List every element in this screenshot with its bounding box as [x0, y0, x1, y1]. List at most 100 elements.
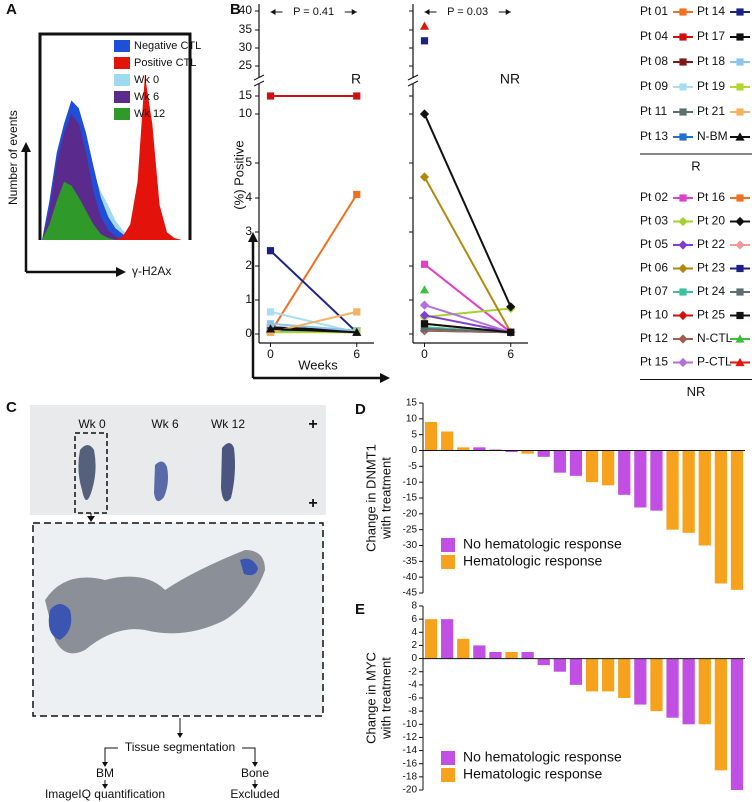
bar — [424, 422, 438, 451]
arrow-head — [102, 762, 258, 789]
bar — [618, 658, 631, 698]
legend-label: Pt 14 — [697, 4, 725, 18]
plot-frame — [38, 32, 192, 240]
marker — [420, 260, 429, 268]
bar — [505, 450, 518, 453]
y-tick-label: 1 — [245, 292, 252, 306]
bar — [666, 450, 679, 530]
y-tick-label: -10 — [403, 719, 418, 730]
y-tick-label: -14 — [403, 745, 418, 756]
marker — [420, 37, 429, 45]
series-line — [424, 307, 511, 318]
legend-label: Pt 08 — [640, 54, 668, 68]
legend-label: Pt 06 — [640, 261, 668, 275]
marker — [678, 334, 688, 344]
bar — [682, 658, 695, 725]
timepoint-label: Wk 12 — [211, 417, 245, 431]
marker — [735, 357, 745, 367]
y-tick-label: 40 — [239, 3, 253, 17]
y-tick-label: 10 — [239, 106, 253, 120]
legend-label: Pt 16 — [697, 190, 725, 204]
arrow — [104, 747, 256, 764]
bar — [424, 619, 438, 659]
bar — [602, 450, 615, 486]
y-tick-label: -20 — [403, 785, 418, 796]
legend-label: Pt 25 — [697, 308, 725, 322]
axis-break-gap — [255, 78, 263, 84]
legend-swatch — [441, 751, 455, 765]
histogram-area — [42, 75, 189, 240]
arrow-head — [87, 516, 95, 522]
branch-result: ImageIQ quantification — [45, 787, 165, 801]
legend-label: P-CTL — [697, 355, 732, 369]
bar — [650, 658, 663, 712]
marker — [679, 194, 687, 202]
bar — [714, 658, 727, 771]
y-tick-label: -5 — [408, 461, 417, 472]
legend-swatch — [114, 108, 130, 120]
y-tick-label: -16 — [403, 758, 418, 769]
legend-swatch — [441, 768, 455, 782]
legend-label: Pt 21 — [697, 104, 725, 118]
panel-label: B — [230, 1, 241, 18]
y-tick-label: -6 — [408, 693, 417, 704]
y-tick-label: -20 — [403, 508, 418, 519]
series-line — [424, 322, 511, 334]
legend-swatch — [114, 91, 130, 103]
marker — [735, 240, 745, 250]
marker — [266, 92, 275, 100]
y-tick-label: -40 — [403, 572, 418, 583]
bar — [473, 447, 486, 451]
marker — [736, 288, 744, 296]
legend-swatch — [441, 555, 455, 569]
marker — [678, 263, 688, 274]
marker: + — [308, 495, 317, 512]
annotation: P = 0.41 — [293, 6, 334, 18]
legend-label: Pt 07 — [640, 284, 668, 298]
axis-break-gap — [409, 78, 417, 84]
series-line — [423, 176, 512, 333]
legend-label: Pt 10 — [640, 308, 668, 322]
marker — [419, 109, 430, 119]
panel-label: C — [6, 399, 17, 416]
panel-label: D — [355, 401, 366, 418]
y-tick-label: -25 — [403, 524, 418, 535]
y-tick-label: -8 — [408, 706, 417, 717]
legend-label: Pt 03 — [640, 214, 668, 228]
y-tick-label: 15 — [406, 398, 418, 409]
y-tick-label: 10 — [406, 413, 418, 424]
legend-swatch — [114, 57, 130, 69]
marker — [419, 21, 430, 30]
marker — [507, 328, 515, 336]
legend-label: Pt 04 — [640, 29, 668, 43]
marker — [353, 190, 361, 199]
marker — [506, 302, 516, 312]
panel-title: R — [351, 71, 361, 87]
marker — [736, 108, 744, 116]
y-tick-label: -2 — [408, 666, 417, 677]
y-tick-label: 3 — [245, 224, 252, 238]
legend-swatch — [441, 538, 455, 552]
legend-swatch — [114, 74, 130, 86]
marker — [679, 108, 687, 116]
marker — [736, 311, 744, 320]
bar — [698, 658, 711, 725]
x-axis-label: Weeks — [298, 357, 338, 372]
tissue — [78, 445, 96, 500]
marker — [266, 320, 275, 328]
bar — [521, 652, 534, 659]
marker — [678, 310, 688, 321]
legend-label: Pt 05 — [640, 237, 668, 251]
axis-arrow — [24, 150, 118, 274]
y-tick-label: 5 — [245, 155, 252, 169]
tissue — [154, 461, 168, 502]
panel-title: NR — [500, 71, 520, 87]
y-tick-label: -18 — [403, 771, 418, 782]
series-line — [423, 113, 512, 308]
marker — [353, 308, 361, 316]
y-axis-label: with treatment — [378, 657, 393, 740]
branch-label: Bone — [241, 766, 269, 780]
series-line — [424, 314, 511, 334]
y-tick-label: 2 — [245, 258, 252, 272]
legend-group-label: NR — [687, 384, 706, 399]
